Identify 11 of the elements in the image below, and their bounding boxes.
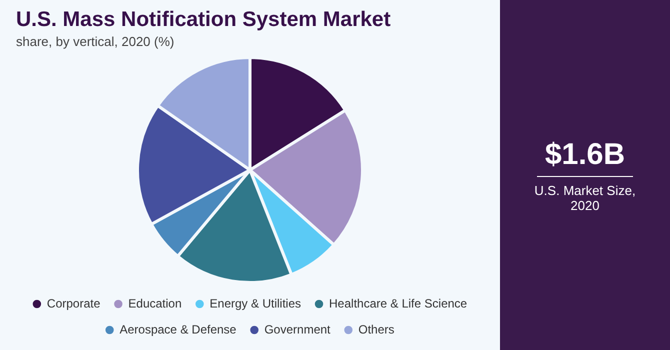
legend-label: Corporate (46, 296, 101, 310)
legend-label: Energy & Utilities (210, 296, 302, 310)
legend-label: Others (358, 322, 394, 336)
text: $1.6B (536, 138, 634, 176)
legend-label: Education (128, 296, 182, 310)
legend-label: Government (264, 322, 332, 336)
chart-subtitle: share, by vertical, 2020 (%) (16, 34, 174, 49)
chart-title: U.S. Mass Notification System Market (16, 8, 391, 32)
text: U.S. Market Size, 2020 (533, 182, 637, 212)
legend-label: Healthcare & Life Science (329, 296, 468, 310)
legend-label: Aerospace & Defense (120, 322, 237, 336)
